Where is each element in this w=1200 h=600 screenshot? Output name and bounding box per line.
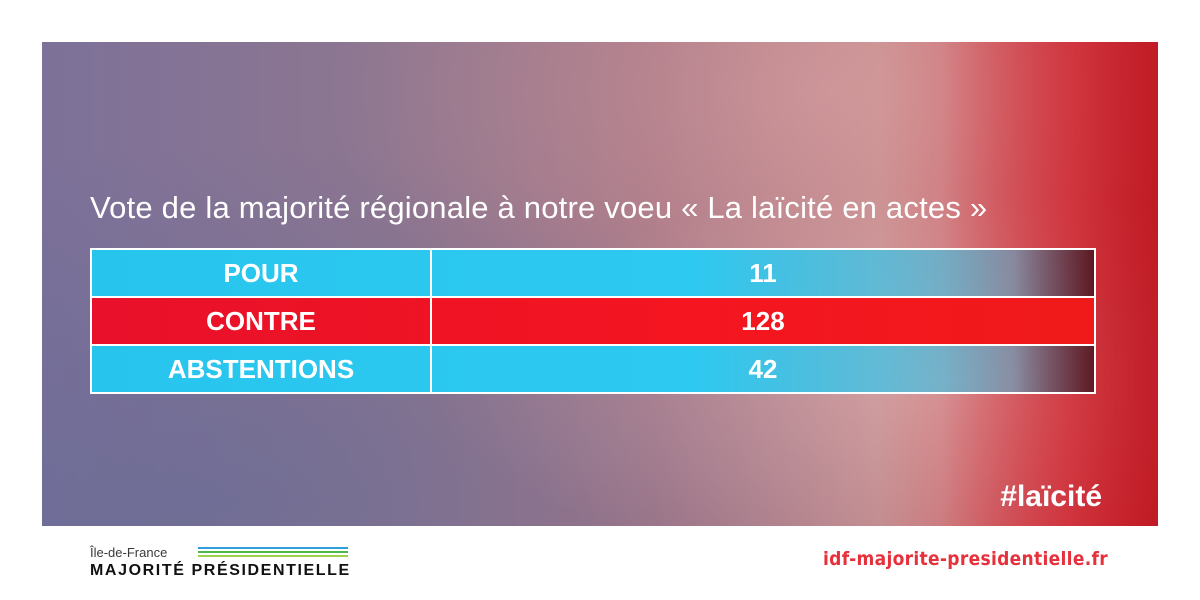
brand-name: MAJORITÉ PRÉSIDENTIELLE	[90, 562, 351, 579]
logo-stripes	[198, 547, 348, 559]
logo-stripe	[198, 547, 348, 549]
vote-label: CONTRE	[92, 298, 432, 344]
banner: Vote de la majorité régionale à notre vo…	[42, 42, 1158, 526]
vote-table: POUR 11 CONTRE 128 ABSTENTIONS 42	[90, 248, 1096, 394]
vote-row-abstentions: ABSTENTIONS 42	[92, 346, 1094, 392]
banner-title: Vote de la majorité régionale à notre vo…	[90, 190, 988, 225]
vote-label: POUR	[92, 250, 432, 296]
vote-row-pour: POUR 11	[92, 250, 1094, 298]
vote-row-contre: CONTRE 128	[92, 298, 1094, 346]
vote-label: ABSTENTIONS	[92, 346, 432, 392]
region-name: Île-de-France	[90, 545, 168, 560]
logo-stripe	[198, 555, 348, 557]
hashtag: #laïcité	[1000, 480, 1102, 513]
logo-stripe	[198, 551, 348, 553]
website-link[interactable]: idf-majorite-presidentielle.fr	[823, 548, 1108, 570]
vote-value: 42	[748, 353, 778, 384]
vote-value: 128	[741, 305, 785, 336]
vote-value: 11	[749, 257, 777, 288]
